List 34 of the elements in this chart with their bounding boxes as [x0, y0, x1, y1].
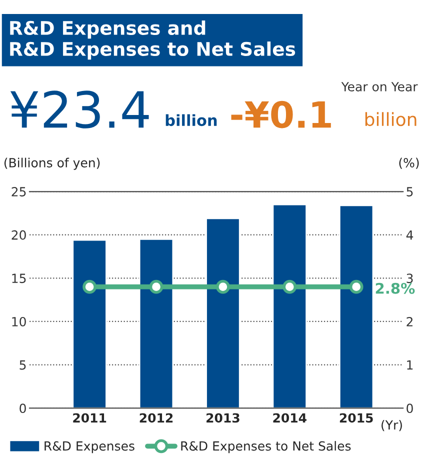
x-tick-label: 2011	[73, 413, 106, 423]
text: billion	[166, 114, 217, 126]
x-axis-title: (Yr)	[382, 420, 402, 432]
legend-label: R&D Expenses	[44, 441, 134, 454]
bar	[206, 218, 240, 408]
annotation: 2.8%	[376, 282, 415, 294]
y2-tick-label: 5	[406, 187, 413, 196]
y-tick-label: 5	[20, 360, 26, 370]
y2-tick-label: 4	[406, 230, 414, 240]
chart-title: R&D Expenses and R&D Expenses to Net Sales	[10, 20, 296, 60]
y-tick-label: 20	[12, 230, 26, 240]
x-tick-label: 2012	[140, 413, 173, 423]
x-tick-label: 2015	[340, 413, 373, 423]
y-tick-label: 10	[12, 316, 26, 326]
y-tick-label: 25	[12, 186, 26, 196]
text: ¥23.4	[10, 90, 149, 128]
bar	[72, 239, 107, 408]
y2-tick-label: 0	[406, 404, 413, 414]
x-tick-label: 2013	[206, 413, 240, 423]
y-axis-title: (Billions of yen)	[4, 158, 100, 170]
bar	[272, 204, 308, 408]
legend-label: R&D Expenses to Net Sales	[181, 441, 351, 454]
bar	[138, 238, 174, 408]
text: billion	[365, 112, 416, 126]
y-tick-label: 15	[12, 274, 26, 284]
bar	[338, 204, 374, 408]
y2-tick-label: 1	[407, 360, 413, 370]
x-tick-label: 2014	[273, 413, 306, 423]
text: -¥0.1	[231, 100, 331, 128]
y2-tick-label: 3	[406, 274, 413, 284]
y2-tick-label: 2	[406, 316, 412, 326]
text: Year on Year	[341, 82, 418, 92]
y2-axis-title: (%)	[399, 158, 419, 169]
y-tick-label: 0	[20, 404, 26, 414]
